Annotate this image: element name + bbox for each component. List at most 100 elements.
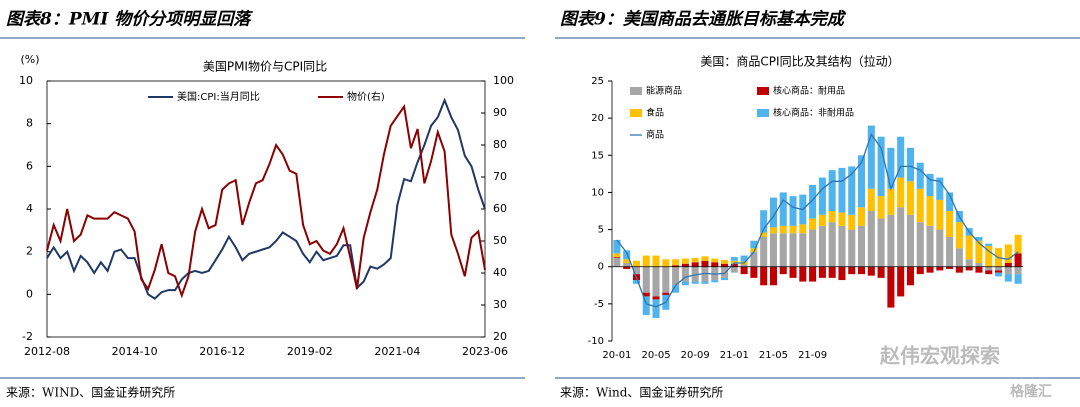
x-tick-label: 20-09 xyxy=(681,350,710,361)
y-tick-label: 6 xyxy=(26,159,33,172)
bar-segment xyxy=(877,266,885,278)
bar-segment xyxy=(672,266,680,286)
bar-segment xyxy=(887,147,895,189)
bar-segment xyxy=(916,266,924,275)
y-tick-label: 25 xyxy=(591,76,604,87)
bar-segment xyxy=(946,192,954,211)
x-tick-label: 20-01 xyxy=(602,350,631,361)
bar-segment xyxy=(642,296,650,315)
bar-segment xyxy=(779,266,787,275)
y-tick-label: -10 xyxy=(588,336,604,347)
bar-segment xyxy=(858,266,866,275)
bar-segment xyxy=(681,266,689,282)
left-title: 图表8：PMI 物价分项明显回落 xyxy=(6,10,253,30)
bar-segment xyxy=(946,237,954,267)
bar-segment xyxy=(662,266,670,293)
bar-segment xyxy=(975,263,983,267)
bar-segment xyxy=(858,207,866,226)
bar-segment xyxy=(652,299,660,318)
bar-segment xyxy=(1014,266,1022,275)
bar-segment xyxy=(613,253,621,258)
y-tick-label: 10 xyxy=(591,187,604,198)
bar-segment xyxy=(730,257,738,261)
bar-segment xyxy=(858,155,866,208)
bar-segment xyxy=(897,177,905,208)
bar-segment xyxy=(1014,253,1022,267)
x-tick-label: 20-05 xyxy=(642,350,671,361)
x-tick-label: 2021-04 xyxy=(374,345,420,358)
x-tick-label: 2019-02 xyxy=(287,345,333,358)
bar-segment xyxy=(828,266,836,278)
series-line xyxy=(46,97,486,300)
y2-tick-label: 50 xyxy=(493,234,507,247)
bar-segment xyxy=(897,207,905,267)
right-title: 图表9：美国商品去通胀目标基本完成 xyxy=(560,10,847,30)
x-tick-label: 2014-10 xyxy=(112,345,158,358)
chart-title: 美国PMI物价与CPI同比 xyxy=(203,60,327,74)
x-tick-label: 21-05 xyxy=(759,350,788,361)
bar-segment xyxy=(760,232,768,237)
bar-segment xyxy=(975,237,983,241)
bar-segment xyxy=(760,266,768,286)
bar-segment xyxy=(623,263,631,267)
bar-segment xyxy=(877,218,885,267)
plot-frame xyxy=(46,80,486,338)
bar-segment xyxy=(1014,274,1022,284)
bar-segment xyxy=(779,225,787,234)
bar-segment xyxy=(848,214,856,230)
bar-segment xyxy=(946,266,954,269)
bar-segment xyxy=(721,266,729,278)
series-line xyxy=(46,104,486,299)
bar-segment xyxy=(936,266,944,271)
bar-segment xyxy=(642,255,650,267)
bar-segment xyxy=(662,259,670,267)
bar-segment xyxy=(760,210,768,233)
legend-label: 食品 xyxy=(646,107,664,119)
legend-label: 物价(右) xyxy=(347,90,385,103)
bar-segment xyxy=(750,251,758,267)
bar-segment xyxy=(897,266,905,297)
bar-segment xyxy=(838,266,846,281)
bar-segment xyxy=(789,196,797,226)
bar-segment xyxy=(750,248,758,252)
y-tick-label: 4 xyxy=(26,202,33,215)
bar-segment xyxy=(721,277,729,281)
bar-segment xyxy=(946,211,954,237)
bar-segment xyxy=(789,233,797,267)
series-line xyxy=(616,133,1019,308)
y2-tick-label: 30 xyxy=(493,298,507,311)
bar-segment xyxy=(1004,244,1012,263)
bar-segment xyxy=(985,270,993,275)
bar-segment xyxy=(995,266,1003,271)
bar-segment xyxy=(750,266,758,278)
bar-segment xyxy=(691,262,699,267)
y2-tick-label: 40 xyxy=(493,266,507,279)
bar-segment xyxy=(721,260,729,264)
bar-segment xyxy=(623,266,631,269)
bar-segment xyxy=(730,260,738,264)
y2-tick-label: 70 xyxy=(493,170,507,183)
x-tick-label: 21-09 xyxy=(798,350,827,361)
bar-segment xyxy=(877,136,885,197)
bar-segment xyxy=(750,240,758,249)
bar-segment xyxy=(848,166,856,215)
bar-segment xyxy=(721,263,729,267)
x-tick-label: 2012-08 xyxy=(24,345,70,358)
bar-segment xyxy=(985,245,993,267)
bar-segment xyxy=(965,259,973,267)
bar-segment xyxy=(1004,266,1012,275)
bar-segment xyxy=(711,262,719,267)
legend-swatch xyxy=(630,109,642,117)
legend-label: 能源商品 xyxy=(646,85,682,97)
x-tick-label: 21-01 xyxy=(720,350,749,361)
bar-segment xyxy=(916,162,924,189)
bar-segment xyxy=(965,266,973,271)
bar-segment xyxy=(730,266,738,273)
bar-segment xyxy=(1014,234,1022,254)
bar-segment xyxy=(809,229,817,267)
bar-segment xyxy=(652,255,660,267)
bar-segment xyxy=(691,266,699,282)
bar-segment xyxy=(838,212,846,226)
bar-segment xyxy=(662,292,670,295)
